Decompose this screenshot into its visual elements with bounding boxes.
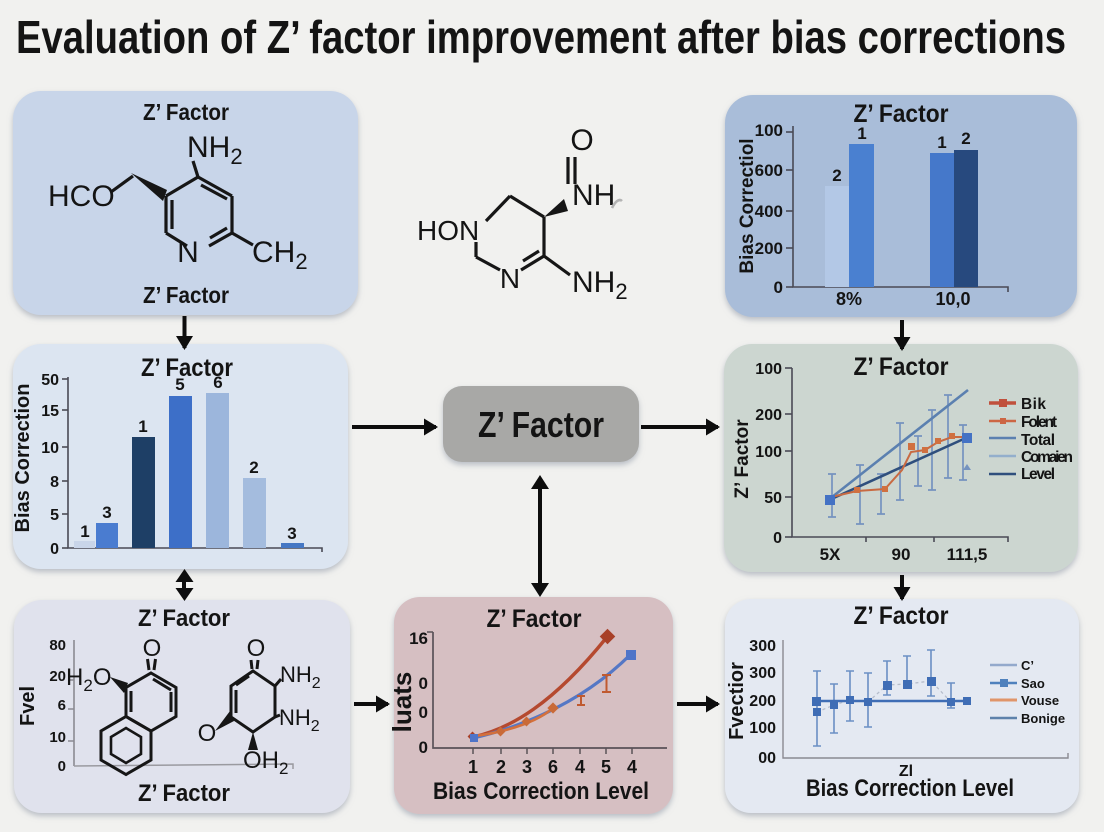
svg-text:2: 2 <box>961 129 970 148</box>
svg-text:8: 8 <box>50 474 59 491</box>
svg-text:1: 1 <box>468 757 478 777</box>
svg-text:5: 5 <box>601 757 611 777</box>
svg-text:200: 200 <box>755 239 783 258</box>
svg-text:0: 0 <box>419 738 428 757</box>
svg-text:Z’ Factor: Z’ Factor <box>854 602 949 630</box>
svg-text:600: 600 <box>755 161 783 180</box>
svg-text:Vouse: Vouse <box>1021 693 1059 708</box>
svg-text:NH: NH <box>572 179 615 212</box>
svg-text:6: 6 <box>213 373 222 392</box>
svg-text:Z’ Factor: Z’ Factor <box>138 780 230 807</box>
svg-text:100: 100 <box>755 361 782 378</box>
svg-text:4: 4 <box>575 757 585 777</box>
svg-text:Comaien: Comaien <box>1021 449 1073 466</box>
svg-text:Bias Correction Level: Bias Correction Level <box>806 775 1014 802</box>
svg-text:3: 3 <box>522 757 532 777</box>
svg-text:5: 5 <box>175 375 184 394</box>
svg-text:Bias Correction Level: Bias Correction Level <box>433 778 649 805</box>
svg-text:80: 80 <box>49 637 66 654</box>
svg-text:5X: 5X <box>820 545 841 564</box>
svg-text:15: 15 <box>41 403 59 420</box>
svg-text:6: 6 <box>58 697 66 714</box>
svg-text:luats: luats <box>387 672 417 733</box>
svg-text:Bias Correction: Bias Correction <box>12 384 34 533</box>
svg-text:Z’ Factor: Z’ Factor <box>478 404 604 445</box>
svg-text:200: 200 <box>755 407 782 424</box>
svg-text:0: 0 <box>50 541 59 558</box>
svg-text:400: 400 <box>755 202 783 221</box>
svg-text:10,0: 10,0 <box>935 289 970 309</box>
svg-text:0: 0 <box>774 278 783 297</box>
svg-text:Z’ Factor: Z’ Factor <box>143 99 229 125</box>
svg-text:Sao: Sao <box>1021 676 1045 691</box>
svg-text:6: 6 <box>548 757 558 777</box>
svg-text:Folent: Folent <box>1021 414 1057 431</box>
svg-text:3: 3 <box>287 524 296 543</box>
svg-text:00: 00 <box>758 750 776 767</box>
svg-text:0: 0 <box>419 703 428 722</box>
svg-text:0: 0 <box>58 758 66 775</box>
svg-text:100: 100 <box>755 121 783 140</box>
svg-text:Total: Total <box>1021 432 1055 449</box>
svg-text:HCO: HCO <box>48 180 115 213</box>
svg-text:1: 1 <box>937 133 946 152</box>
svg-text:5: 5 <box>50 507 59 524</box>
svg-text:10: 10 <box>41 440 59 457</box>
svg-text:HON: HON <box>417 215 479 246</box>
svg-text:111,5: 111,5 <box>947 545 988 564</box>
svg-text:90: 90 <box>892 545 911 564</box>
svg-text:Z’ Factor: Z’ Factor <box>143 282 229 308</box>
svg-text:1: 1 <box>857 124 866 143</box>
svg-text:4: 4 <box>627 757 637 777</box>
svg-text:O: O <box>143 635 162 662</box>
svg-text:1: 1 <box>138 417 147 436</box>
svg-text:N: N <box>177 236 199 269</box>
svg-text:3: 3 <box>102 503 111 522</box>
svg-text:Z’ Factor: Z’ Factor <box>732 419 753 499</box>
svg-text:O: O <box>570 124 593 157</box>
svg-text:1: 1 <box>80 522 89 541</box>
svg-text:Bonige: Bonige <box>1021 711 1065 726</box>
svg-text:2: 2 <box>496 757 506 777</box>
svg-text:Fvectior: Fvectior <box>726 662 748 740</box>
svg-text:O: O <box>198 720 217 747</box>
svg-text:O: O <box>247 635 266 662</box>
svg-text:300: 300 <box>749 665 776 682</box>
svg-text:0: 0 <box>419 674 428 693</box>
svg-text:Z’ Factor: Z’ Factor <box>141 354 233 382</box>
svg-text:Bik: Bik <box>1021 396 1046 413</box>
svg-text:50: 50 <box>764 490 782 507</box>
svg-text:Bias Correctiol: Bias Correctiol <box>737 138 758 273</box>
svg-text:50: 50 <box>41 372 59 389</box>
svg-text:Evaluation of Z’ factor improv: Evaluation of Z’ factor improvement afte… <box>16 11 1066 63</box>
svg-text:H2O: H2O <box>66 664 111 695</box>
svg-text:Z’ Factor: Z’ Factor <box>138 605 230 632</box>
svg-text:20: 20 <box>49 668 66 685</box>
svg-text:Z’ Factor: Z’ Factor <box>487 605 582 633</box>
svg-text:Z’ Factor: Z’ Factor <box>854 353 949 381</box>
svg-text:0: 0 <box>773 530 782 547</box>
svg-text:10: 10 <box>49 729 66 746</box>
svg-text:Level: Level <box>1021 466 1055 483</box>
svg-text:100: 100 <box>749 720 776 737</box>
svg-text:2: 2 <box>832 166 841 185</box>
svg-text:Z’ Factor: Z’ Factor <box>854 100 949 128</box>
svg-text:Zl: Zl <box>899 763 913 780</box>
svg-text:300: 300 <box>749 638 776 655</box>
svg-text:16: 16 <box>409 629 428 648</box>
svg-text:2: 2 <box>249 458 258 477</box>
svg-text:200: 200 <box>749 693 776 710</box>
svg-text:N: N <box>500 263 520 294</box>
svg-text:100: 100 <box>755 444 782 461</box>
svg-text:C’: C’ <box>1021 658 1034 673</box>
svg-text:Fvel: Fvel <box>17 686 39 726</box>
svg-text:8%: 8% <box>836 289 862 309</box>
